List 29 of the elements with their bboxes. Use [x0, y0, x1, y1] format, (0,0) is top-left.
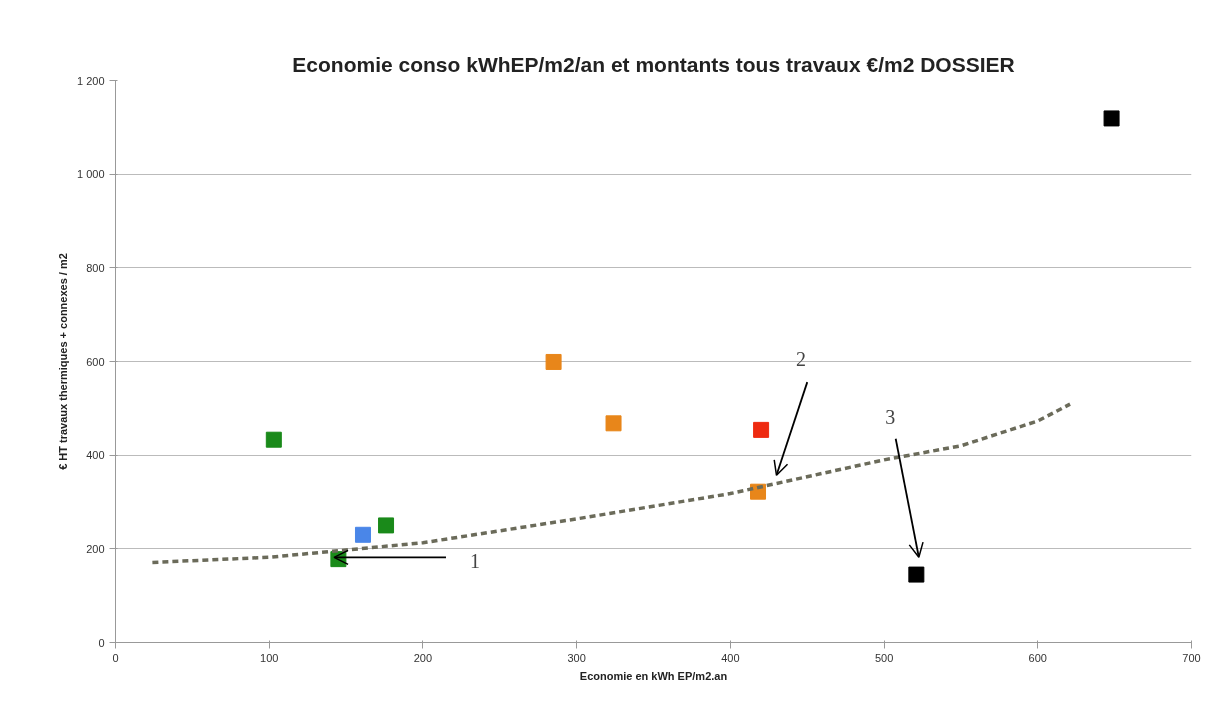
point [545, 353, 562, 370]
point [1103, 110, 1120, 127]
annotation: 2 [796, 348, 807, 371]
point [908, 566, 925, 583]
x-tick-label: 200 [413, 651, 433, 664]
x-tick-label: 300 [567, 651, 586, 664]
point [605, 415, 622, 432]
y-tick-label: 800 [86, 261, 105, 274]
y-tick-label: 1 200 [76, 74, 105, 87]
chart-title: Economie conso kWhEP/m2/an et montants tous travaux €/m2 DOSSIER [292, 52, 1015, 76]
y-tick-label: 400 [86, 449, 105, 462]
annotation: 3 [885, 406, 896, 429]
point [753, 421, 770, 438]
y-tick-label: 200 [86, 542, 105, 555]
point [378, 517, 395, 534]
x-tick-label: 600 [1028, 651, 1047, 664]
y-tick-label: 1 000 [76, 168, 105, 181]
y-tick-label: 0 [98, 636, 105, 649]
x-tick-label: 500 [874, 651, 894, 664]
x-axis-title: Economie en kWh EP/m2.an [579, 669, 728, 682]
annotation: 1 [470, 549, 481, 572]
x-tick-label: 0 [112, 651, 119, 664]
x-tick-label: 400 [721, 651, 740, 664]
point [354, 526, 371, 543]
point [265, 431, 282, 448]
x-tick-label: 700 [1182, 651, 1201, 664]
y-axis-title: € HT travaux thermiques + connexes / m2 [56, 253, 69, 470]
y-tick-label: 600 [86, 355, 105, 368]
x-tick-label: 100 [260, 651, 279, 664]
